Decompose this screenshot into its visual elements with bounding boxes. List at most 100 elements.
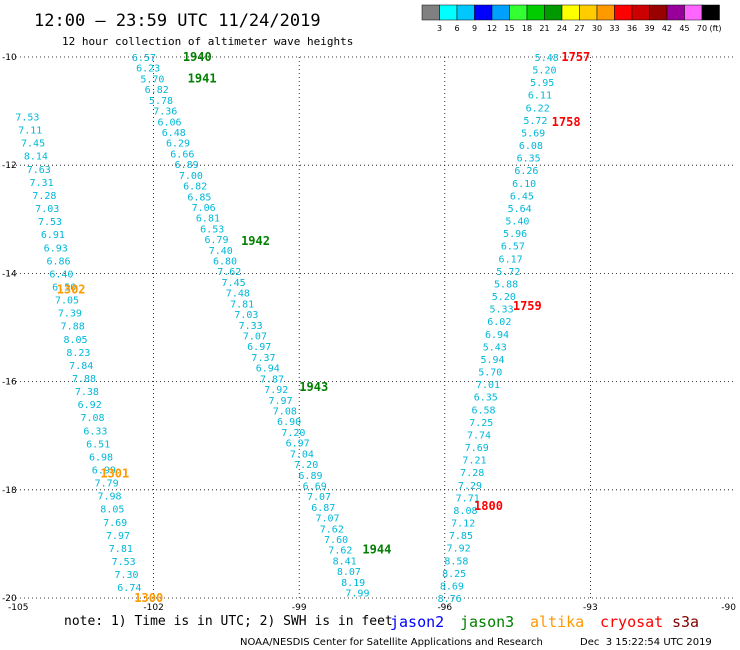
colorbar-swatch: [631, 4, 650, 21]
wave-height-value: 5.72: [496, 267, 520, 278]
wave-height-value: 7.29: [458, 481, 482, 492]
colorbar-swatch: [596, 4, 615, 21]
wave-height-value: 5.20: [532, 66, 556, 77]
wave-height-value: 6.98: [89, 452, 113, 463]
colorbar-swatch: [561, 4, 580, 21]
time-label-cryosat: 1800: [474, 499, 503, 513]
colorbar-swatch: [544, 4, 563, 21]
x-tick-label: -102: [143, 603, 163, 613]
colorbar-swatch: [701, 4, 720, 21]
wave-height-value: 6.97: [286, 439, 310, 450]
wave-height-value: 6.94: [256, 364, 280, 375]
wave-height-value: 6.57: [132, 53, 156, 64]
wave-height-value: 8.07: [337, 567, 361, 578]
colorbar-swatch: [666, 4, 685, 21]
wave-height-value: 7.53: [112, 557, 136, 568]
x-tick-label: -96: [437, 603, 452, 613]
legend-altika: altika: [530, 613, 584, 631]
wave-height-value: 6.86: [47, 256, 71, 267]
wave-height-value: 7.62: [328, 546, 352, 557]
wave-height-value: 6.33: [83, 426, 107, 437]
time-label-cryosat: 1758: [552, 115, 581, 129]
colorbar-swatch: [439, 4, 458, 21]
colorbar-label: 39: [644, 24, 654, 33]
time-label-jason3: 1944: [362, 542, 391, 556]
legend-s3a: s3a: [672, 613, 699, 631]
wave-height-value: 7.07: [243, 332, 267, 343]
wave-height-value: 5.43: [483, 342, 507, 353]
wave-height-value: 6.81: [196, 214, 220, 225]
colorbar-swatch: [649, 4, 668, 21]
time-label-jason3: 1942: [241, 234, 270, 248]
wave-height-value: 7.45: [222, 278, 246, 289]
wave-height-value: 6.80: [213, 257, 237, 268]
wave-height-value: 7.81: [109, 544, 133, 555]
wave-height-value: 6.74: [117, 583, 141, 594]
x-tick-label: -93: [583, 603, 598, 613]
wave-height-value: 7.69: [465, 443, 489, 454]
wave-height-value: 7.62: [217, 267, 241, 278]
colorbar-swatch: [491, 4, 510, 21]
wave-height-value: 6.85: [187, 192, 211, 203]
wave-height-value: 6.40: [49, 269, 73, 280]
wave-height-value: 6.90: [277, 417, 301, 428]
wave-height-value: 5.69: [521, 128, 545, 139]
time-label-altika: 1302: [57, 283, 86, 297]
colorbar-label: 36: [627, 24, 637, 33]
chart-title: 12:00 — 23:59 UTC 11/24/2019: [34, 11, 321, 31]
colorbar-label: 30: [592, 24, 602, 33]
colorbar-label: 12: [487, 24, 497, 33]
colorbar-label: 42: [662, 24, 672, 33]
wave-height-value: 8.19: [341, 578, 365, 589]
wave-height-value: 7.71: [456, 493, 480, 504]
wave-height-value: 6.10: [512, 179, 536, 190]
wave-height-value: 8.23: [66, 348, 90, 359]
wave-height-value: 7.07: [307, 492, 331, 503]
footer-note: note: 1) Time is in UTC; 2) SWH is in fe…: [64, 614, 393, 629]
wave-height-value: 6.79: [204, 235, 228, 246]
wave-height-value: 7.74: [467, 430, 491, 441]
wave-height-value: 7.38: [75, 387, 99, 398]
colorbar-label: 18: [522, 24, 532, 33]
wave-height-value: 6.66: [170, 149, 194, 160]
colorbar-label: 9: [472, 24, 477, 33]
time-label-jason3: 1941: [188, 72, 217, 86]
colorbar-swatch: [474, 4, 493, 21]
colorbar-swatch: [509, 4, 528, 21]
wave-height-value: 7.06: [192, 203, 216, 214]
wave-height-value: 7.25: [469, 418, 493, 429]
wave-height-value: 7.63: [27, 165, 51, 176]
wave-height-value: 8.69: [440, 581, 464, 592]
wave-height-value: 6.02: [487, 317, 511, 328]
wave-height-value: 7.53: [15, 113, 39, 124]
y-tick-label: -16: [2, 378, 17, 388]
wave-height-value: 7.69: [103, 518, 127, 529]
colorbar-legend: 3 6 9 12 15 18 21 24 27 30 33 36 39 42 45 70 (ft): [421, 4, 722, 33]
wave-height-value: 5.78: [149, 96, 173, 107]
wave-height-value: 7.28: [460, 468, 484, 479]
colorbar-label: 6: [454, 24, 459, 33]
time-label-jason3: 1940: [183, 50, 212, 64]
y-tick-label: -14: [2, 269, 17, 279]
wave-height-value: 6.17: [499, 254, 523, 265]
time-label-jason3: 1943: [299, 380, 328, 394]
wave-height-value: 7.87: [260, 374, 284, 385]
colorbar-label: 45: [679, 24, 689, 33]
wave-height-value: 6.11: [528, 91, 552, 102]
colorbar-swatch: [684, 4, 703, 21]
wave-height-value: 7.84: [69, 361, 93, 372]
wave-height-value: 5.72: [523, 116, 547, 127]
wave-height-value: 7.37: [251, 353, 275, 364]
wave-height-value: 7.08: [80, 413, 104, 424]
wave-height-value: 7.03: [35, 204, 59, 215]
wave-height-value: 6.29: [166, 139, 190, 150]
wave-height-value: 7.31: [30, 178, 54, 189]
wave-height-value: 6.69: [303, 481, 327, 492]
wave-height-value: 5.70: [478, 368, 502, 379]
wave-height-value: 8.76: [438, 594, 462, 605]
colorbar-swatch: [456, 4, 475, 21]
wave-height-value: 6.87: [311, 503, 335, 514]
wave-height-value: 5.33: [490, 305, 514, 316]
legend-jason2: jason2: [390, 613, 444, 631]
